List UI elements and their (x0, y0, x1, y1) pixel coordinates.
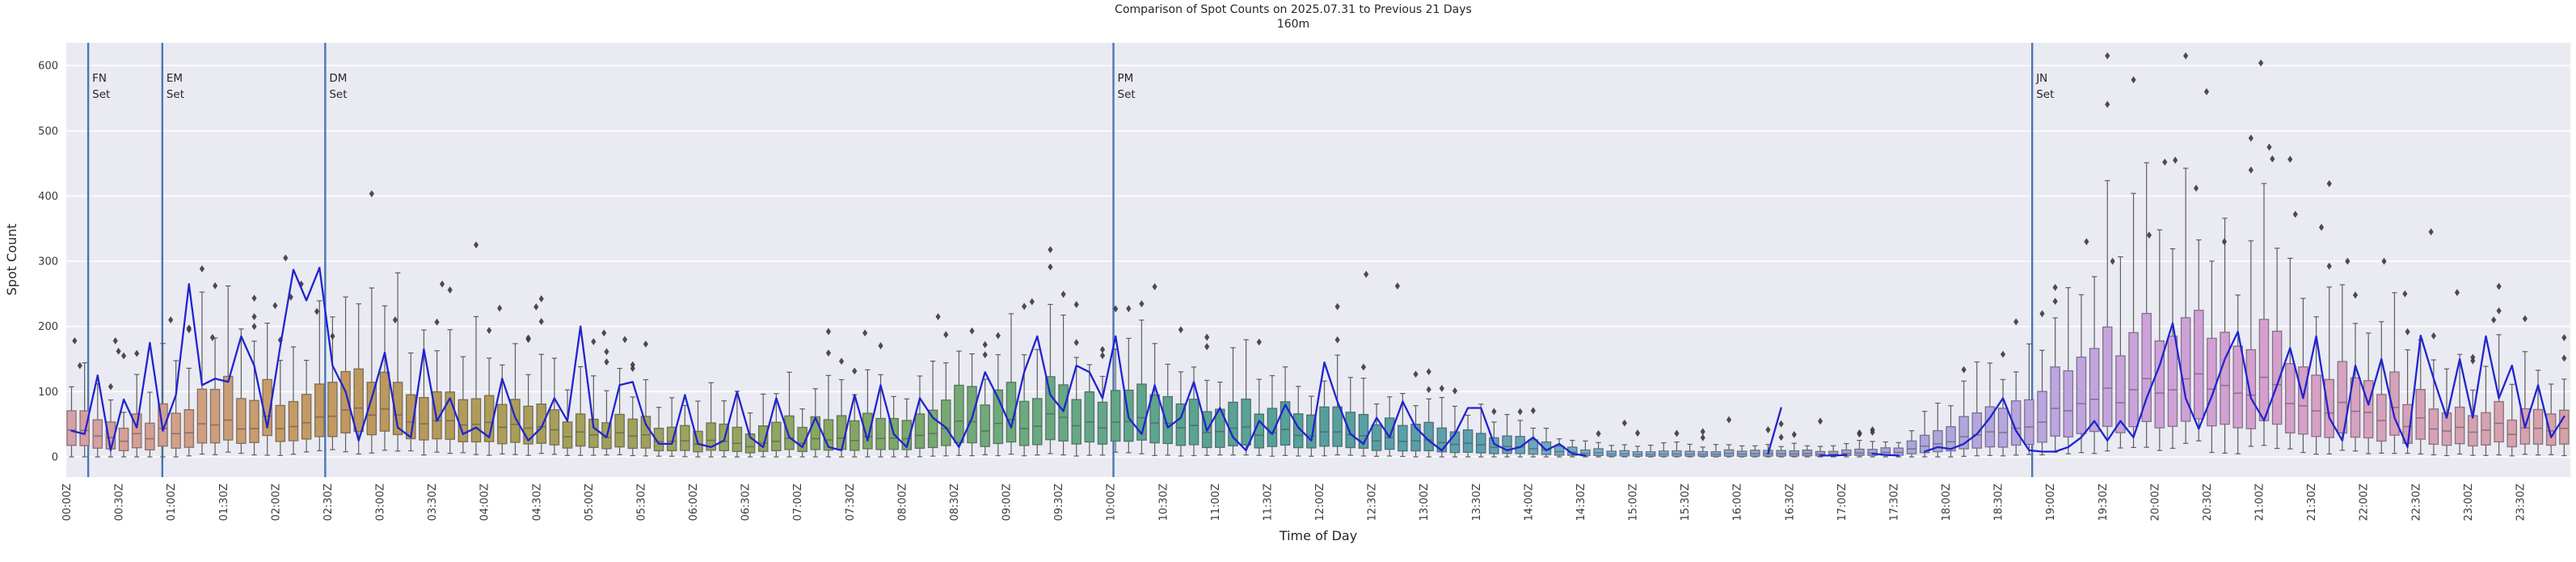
x-tick-label: 18:30Z (1993, 484, 2005, 521)
x-tick-label: 02:30Z (323, 484, 335, 521)
x-tick-label: 04:30Z (531, 484, 543, 521)
x-tick-label: 18:00Z (1941, 484, 1953, 521)
chart-subtitle: 160m (1277, 18, 1309, 31)
x-tick-label: 22:30Z (2410, 484, 2422, 521)
today-line (70, 266, 2565, 457)
x-tick-label: 21:00Z (2254, 484, 2266, 521)
x-tick-label: 10:00Z (1106, 484, 1118, 521)
x-tick-label: 17:30Z (1888, 484, 1900, 521)
x-tick-label: 11:00Z (1210, 484, 1222, 521)
y-tick-label: 100 (38, 387, 58, 399)
x-tick-label: 23:00Z (2463, 484, 2475, 521)
y-axis-label: Spot Count (4, 224, 19, 296)
outlier-diamonds (72, 52, 2567, 442)
x-tick-label: 01:00Z (166, 484, 178, 521)
x-tick-label: 03:30Z (427, 484, 439, 521)
x-tick-label: 10:30Z (1157, 484, 1170, 521)
set-label-jn: JN (2035, 72, 2047, 85)
x-tick-label: 22:00Z (2359, 484, 2371, 521)
x-tick-label: 12:00Z (1314, 484, 1326, 521)
x-tick-label: 05:00Z (584, 484, 596, 521)
x-tick-label: 15:30Z (1680, 484, 1692, 521)
y-tick-label: 0 (52, 452, 58, 464)
x-axis-label: Time of Day (1279, 528, 1357, 543)
x-tick-label: 06:30Z (740, 484, 753, 521)
gridlines (66, 65, 2570, 458)
x-tick-label: 15:00Z (1628, 484, 1640, 521)
set-label-fn: FN (92, 72, 107, 85)
set-label-fn-2: Set (92, 88, 110, 101)
set-label-dm: DM (329, 72, 347, 85)
set-label-dm-2: Set (329, 88, 347, 101)
x-tick-label: 13:00Z (1419, 484, 1431, 521)
set-label-em-2: Set (167, 88, 184, 101)
x-tick-label: 21:30Z (2306, 484, 2318, 521)
x-tick-label: 14:30Z (1575, 484, 1587, 521)
x-tick-label: 20:00Z (2149, 484, 2161, 521)
x-tick-label: 02:00Z (270, 484, 282, 521)
x-tick-label: 12:30Z (1367, 484, 1379, 521)
x-tick-label: 01:30Z (218, 484, 230, 521)
x-tick-label: 16:30Z (1784, 484, 1796, 521)
set-label-em: EM (167, 72, 183, 85)
set-label-pm-2: Set (1118, 88, 1136, 101)
y-tick-label: 200 (38, 321, 58, 333)
x-tick-label: 04:00Z (479, 484, 491, 521)
x-tick-label: 09:30Z (1053, 484, 1065, 521)
x-tick-label: 19:00Z (2045, 484, 2057, 521)
x-tick-label: 08:30Z (949, 484, 961, 521)
y-tick-labels: 0 100 200 300 400 500 600 (38, 61, 58, 464)
chart-title: Comparison of Spot Counts on 2025.07.31 … (1115, 3, 1472, 16)
x-tick-label: 09:00Z (1001, 484, 1014, 521)
x-tick-label: 11:30Z (1262, 484, 1274, 521)
x-tick-label: 16:00Z (1732, 484, 1744, 521)
x-tick-label: 03:00Z (375, 484, 387, 521)
x-tick-label: 00:30Z (114, 484, 126, 521)
x-tick-label: 14:00Z (1523, 484, 1535, 521)
x-tick-label: 19:30Z (2097, 484, 2110, 521)
plot-background (66, 43, 2570, 477)
x-tick-label: 20:30Z (2202, 484, 2214, 521)
y-tick-label: 600 (38, 61, 58, 73)
x-tick-labels: 00:00Z 00:30Z 01:00Z 01:30Z 02:00Z 02:30Z 03:0… (61, 484, 2527, 521)
set-event-labels: FN Set EM Set DM Set PM Set JN Set (92, 72, 2054, 101)
set-label-pm: PM (1118, 72, 1134, 85)
x-tick-label: 07:30Z (845, 484, 857, 521)
x-tick-label: 00:00Z (61, 484, 74, 521)
y-tick-label: 400 (38, 191, 58, 203)
x-tick-label: 13:30Z (1471, 484, 1483, 521)
y-tick-label: 300 (38, 256, 58, 268)
y-tick-label: 500 (38, 125, 58, 137)
x-tick-label: 23:30Z (2515, 484, 2527, 521)
x-tick-label: 17:00Z (1836, 484, 1849, 521)
x-tick-label: 05:30Z (635, 484, 647, 521)
x-tick-label: 08:00Z (896, 484, 909, 521)
x-tick-label: 07:00Z (792, 484, 804, 521)
set-label-jn-2: Set (2036, 88, 2054, 101)
x-tick-label: 06:00Z (688, 484, 700, 521)
